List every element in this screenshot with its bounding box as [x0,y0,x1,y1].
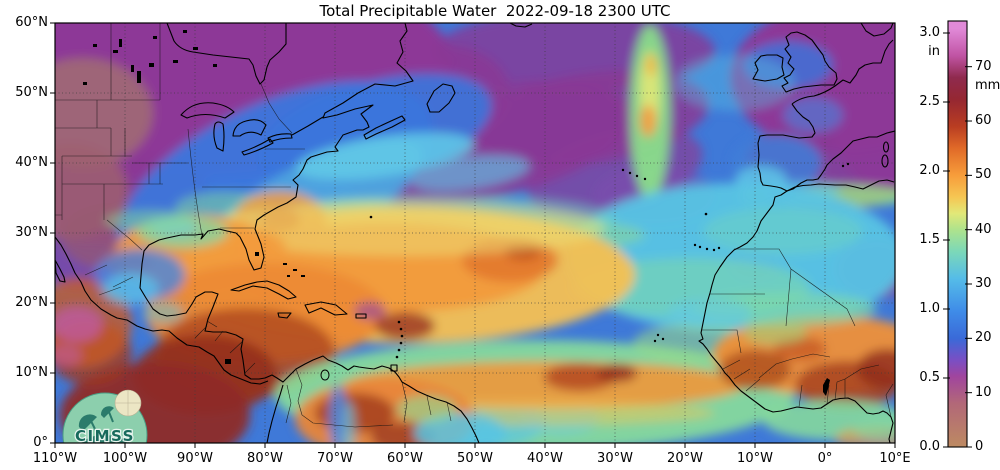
axis-ticks [50,22,972,448]
islands [283,162,850,359]
tpw-field [55,23,895,443]
state-borders [55,23,305,296]
coastlines [55,23,895,443]
country-borders [194,248,894,428]
colorbar [947,20,968,448]
cimss-logo-text: CIMSS [75,427,135,445]
lakes [83,30,830,396]
figure-title: Total Precipitable Water 2022-09-18 2300… [319,2,671,20]
graticule [55,23,895,443]
colorbar-gradient [947,20,968,448]
cimss-logo: CIMSS [62,389,148,445]
